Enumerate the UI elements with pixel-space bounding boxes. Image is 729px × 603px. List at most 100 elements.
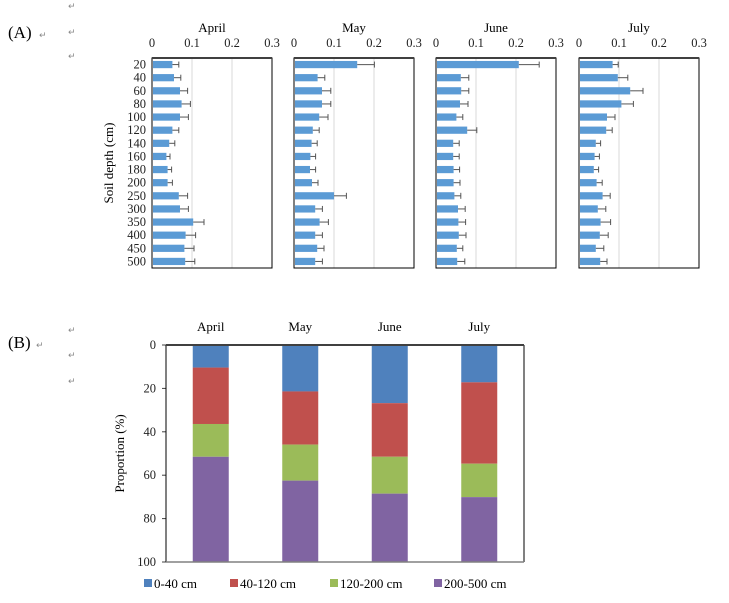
bar [580,74,618,82]
paragraph-mark: ↵ [68,326,76,336]
legend-item: 120-200 cm [330,576,402,591]
stack-segment [282,480,319,562]
bar [295,126,313,134]
bar [437,192,455,200]
paragraph-mark: ↵ [36,341,44,351]
bar [295,205,316,213]
bar [295,113,320,121]
y-tick-label: 120 [127,123,146,137]
y-axis-label: Proportion (%) [112,414,127,492]
y-tick-label: 350 [127,215,146,229]
y-tick-label: 40 [144,425,157,439]
legend-label: 0-40 cm [154,576,197,591]
stack-segment [282,345,319,392]
paragraph-mark: ↵ [68,377,76,387]
bar [295,218,320,226]
y-tick-label: 500 [127,254,146,268]
bar [153,126,173,134]
y-tick-label: 0 [150,338,156,352]
y-tick-label: 400 [127,228,146,242]
stack-segment [282,391,319,445]
x-tick-label: 0.2 [366,36,382,50]
x-tick-label: 0.3 [548,36,564,50]
bar [295,165,310,174]
panel-title: June [484,20,508,35]
stack-segment [192,367,229,424]
bar [580,244,596,252]
legend-label: 120-200 cm [340,576,402,591]
x-tick-label: 0.2 [508,36,524,50]
x-tick-label: 0.1 [184,36,200,50]
bar [437,152,454,161]
stack-segment [371,345,408,404]
bar [153,244,185,252]
bar [153,100,182,108]
legend-item: 40-120 cm [230,576,296,591]
x-tick-label: 0.1 [611,36,627,50]
y-tick-label: 140 [127,136,146,150]
bar [153,139,170,147]
y-tick-label: 180 [127,163,146,177]
bar [295,87,322,95]
bar [437,113,457,121]
y-tick-label: 60 [144,468,157,482]
y-tick-label: 80 [134,97,147,111]
stack-segment [461,382,498,464]
stack-segment [371,493,408,562]
bar [437,257,458,266]
panel-may: May 0 0.1 0.2 0.3 [291,20,422,269]
bar [153,257,186,266]
paragraph-mark: ↵ [68,52,76,62]
y-axis-label: Soil depth (cm) [101,123,116,204]
legend-swatch [434,579,442,587]
legend-swatch [144,579,152,587]
paragraph-mark: ↵ [39,31,47,41]
x-tick-label: 0.3 [691,36,707,50]
bar [437,74,461,82]
chart-b-stacked-proportions: Proportion (%) 0 20 40 60 80 100 April May June Ju… [112,319,525,591]
panel-title: April [198,20,226,35]
x-category-label: May [288,319,312,334]
bar [580,60,613,69]
x-category-label: June [378,319,402,334]
bar [153,231,186,239]
x-tick-label: 0.1 [468,36,484,50]
bar [295,139,312,147]
x-tick-label: 0.3 [264,36,280,50]
x-tick-label: 0 [576,36,582,50]
x-tick-label: 0.2 [224,36,240,50]
bar [580,192,603,200]
bar [295,60,358,69]
y-tick-label: 20 [134,58,147,72]
panel-label-a: (A) [8,23,32,42]
paragraph-mark: ↵ [68,351,76,361]
bar [153,205,180,213]
x-tick-label: 0 [149,36,155,50]
legend-item: 200-500 cm [434,576,506,591]
bar [153,74,174,82]
bar [580,100,622,108]
panel-title: July [628,20,650,35]
bar [153,218,194,226]
y-tick-label: 450 [127,241,146,255]
bar [437,244,457,252]
stack-segment [282,444,319,481]
y-tick-label: 300 [127,202,146,216]
stack-segment [371,403,408,457]
bar [580,126,607,134]
paragraph-mark: ↵ [68,28,76,38]
chart-a-depth-profiles: Soil depth (cm) 2040608010012014016018020… [101,20,707,269]
x-category-label: April [197,319,225,334]
bar [153,179,168,187]
bar [295,192,334,200]
panel-june: June 0 0.1 0.2 0.3 [433,20,564,269]
y-tick-label: 250 [127,189,146,203]
bar [295,244,318,252]
x-tick-label: 0 [433,36,439,50]
bar [153,192,179,200]
bar [580,257,601,266]
stack-segment [192,456,229,562]
bar [580,87,631,95]
bar [153,60,173,69]
bar [437,126,468,134]
